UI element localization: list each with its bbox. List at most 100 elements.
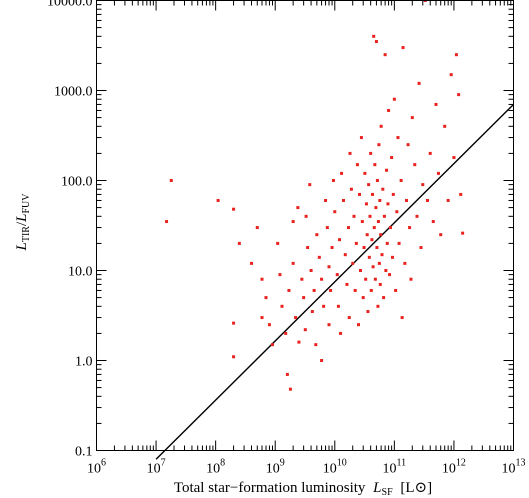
data-point xyxy=(367,255,371,259)
data-point xyxy=(377,261,381,265)
data-point xyxy=(338,238,342,242)
data-point xyxy=(387,108,391,112)
data-point xyxy=(303,328,307,332)
data-point xyxy=(392,97,396,101)
data-point xyxy=(371,192,375,196)
data-point xyxy=(351,261,355,265)
data-point xyxy=(421,183,425,187)
data-point xyxy=(300,277,304,281)
data-point xyxy=(280,304,284,308)
data-point xyxy=(339,331,343,335)
data-point xyxy=(304,214,308,218)
plot-frame xyxy=(96,0,514,451)
data-point xyxy=(330,246,334,250)
data-point xyxy=(297,340,301,344)
data-point xyxy=(267,323,271,327)
data-point xyxy=(390,255,394,259)
data-point xyxy=(370,238,374,242)
data-point xyxy=(260,277,264,281)
data-point xyxy=(315,233,319,237)
data-point xyxy=(459,192,463,196)
data-point xyxy=(324,198,328,202)
data-point xyxy=(291,220,295,224)
data-point xyxy=(232,321,236,325)
data-point xyxy=(436,171,440,175)
data-point xyxy=(355,163,359,167)
data-point xyxy=(413,163,417,167)
data-point xyxy=(341,198,345,202)
data-point xyxy=(443,124,447,128)
data-point xyxy=(369,288,373,292)
data-point xyxy=(378,282,382,286)
data-point xyxy=(373,277,377,281)
data-point xyxy=(409,277,413,281)
data-point xyxy=(302,296,306,300)
data-point xyxy=(340,171,344,175)
data-point xyxy=(232,355,236,359)
data-point xyxy=(358,192,362,196)
data-point xyxy=(314,343,318,347)
data-point xyxy=(364,277,368,281)
data-point xyxy=(333,210,337,214)
data-point xyxy=(358,269,362,272)
data-point xyxy=(368,214,372,218)
data-point xyxy=(308,183,312,187)
x-tick-label: 1011 xyxy=(383,458,407,477)
data-point xyxy=(291,261,295,265)
data-point xyxy=(354,241,358,245)
x-axis-title-symbol: L xyxy=(372,480,381,496)
x-tick-label: 1012 xyxy=(442,458,466,477)
data-point xyxy=(360,220,364,224)
data-point xyxy=(382,214,386,218)
data-point xyxy=(285,372,289,376)
x-tick-label: 109 xyxy=(266,458,285,477)
data-point xyxy=(352,214,356,218)
data-point xyxy=(384,269,388,272)
data-point xyxy=(371,265,375,269)
fit-layer xyxy=(155,103,514,460)
data-point xyxy=(380,253,384,257)
data-point xyxy=(345,282,349,286)
data-point xyxy=(400,316,404,320)
y-tick-label: 100.0 xyxy=(61,175,93,190)
points-layer xyxy=(165,0,465,391)
data-point xyxy=(391,192,395,196)
data-point xyxy=(397,241,401,245)
data-point xyxy=(359,136,363,140)
data-point xyxy=(454,53,458,57)
data-point xyxy=(264,296,268,300)
y-axis-title-slash: / xyxy=(14,221,30,226)
data-point xyxy=(428,151,432,155)
data-point xyxy=(408,226,412,230)
y-tick-label: 0.1 xyxy=(75,445,93,460)
data-point xyxy=(457,93,461,97)
data-point xyxy=(296,206,300,210)
y-axis-title-den-sub: FUV xyxy=(21,193,32,214)
data-point xyxy=(401,46,405,50)
data-point xyxy=(390,156,394,160)
data-point xyxy=(385,241,389,245)
data-point xyxy=(320,277,324,281)
data-point xyxy=(362,246,366,250)
data-point xyxy=(165,220,169,224)
data-point xyxy=(379,124,383,128)
data-point xyxy=(325,226,329,230)
data-point xyxy=(320,359,324,362)
y-tick-label: 1000.0 xyxy=(54,85,93,100)
data-point xyxy=(431,220,435,224)
data-point xyxy=(356,323,360,327)
data-point xyxy=(287,288,291,292)
data-point xyxy=(364,202,368,206)
ticks-layer xyxy=(96,0,514,451)
y-tick-label: 10.0 xyxy=(68,265,93,280)
data-point xyxy=(394,288,398,292)
data-point xyxy=(382,296,386,300)
data-point xyxy=(309,269,313,272)
data-point xyxy=(312,288,316,292)
data-point xyxy=(369,151,373,155)
data-point xyxy=(425,198,429,202)
data-point xyxy=(343,253,347,257)
data-point xyxy=(388,226,392,230)
fit-line xyxy=(155,103,514,460)
